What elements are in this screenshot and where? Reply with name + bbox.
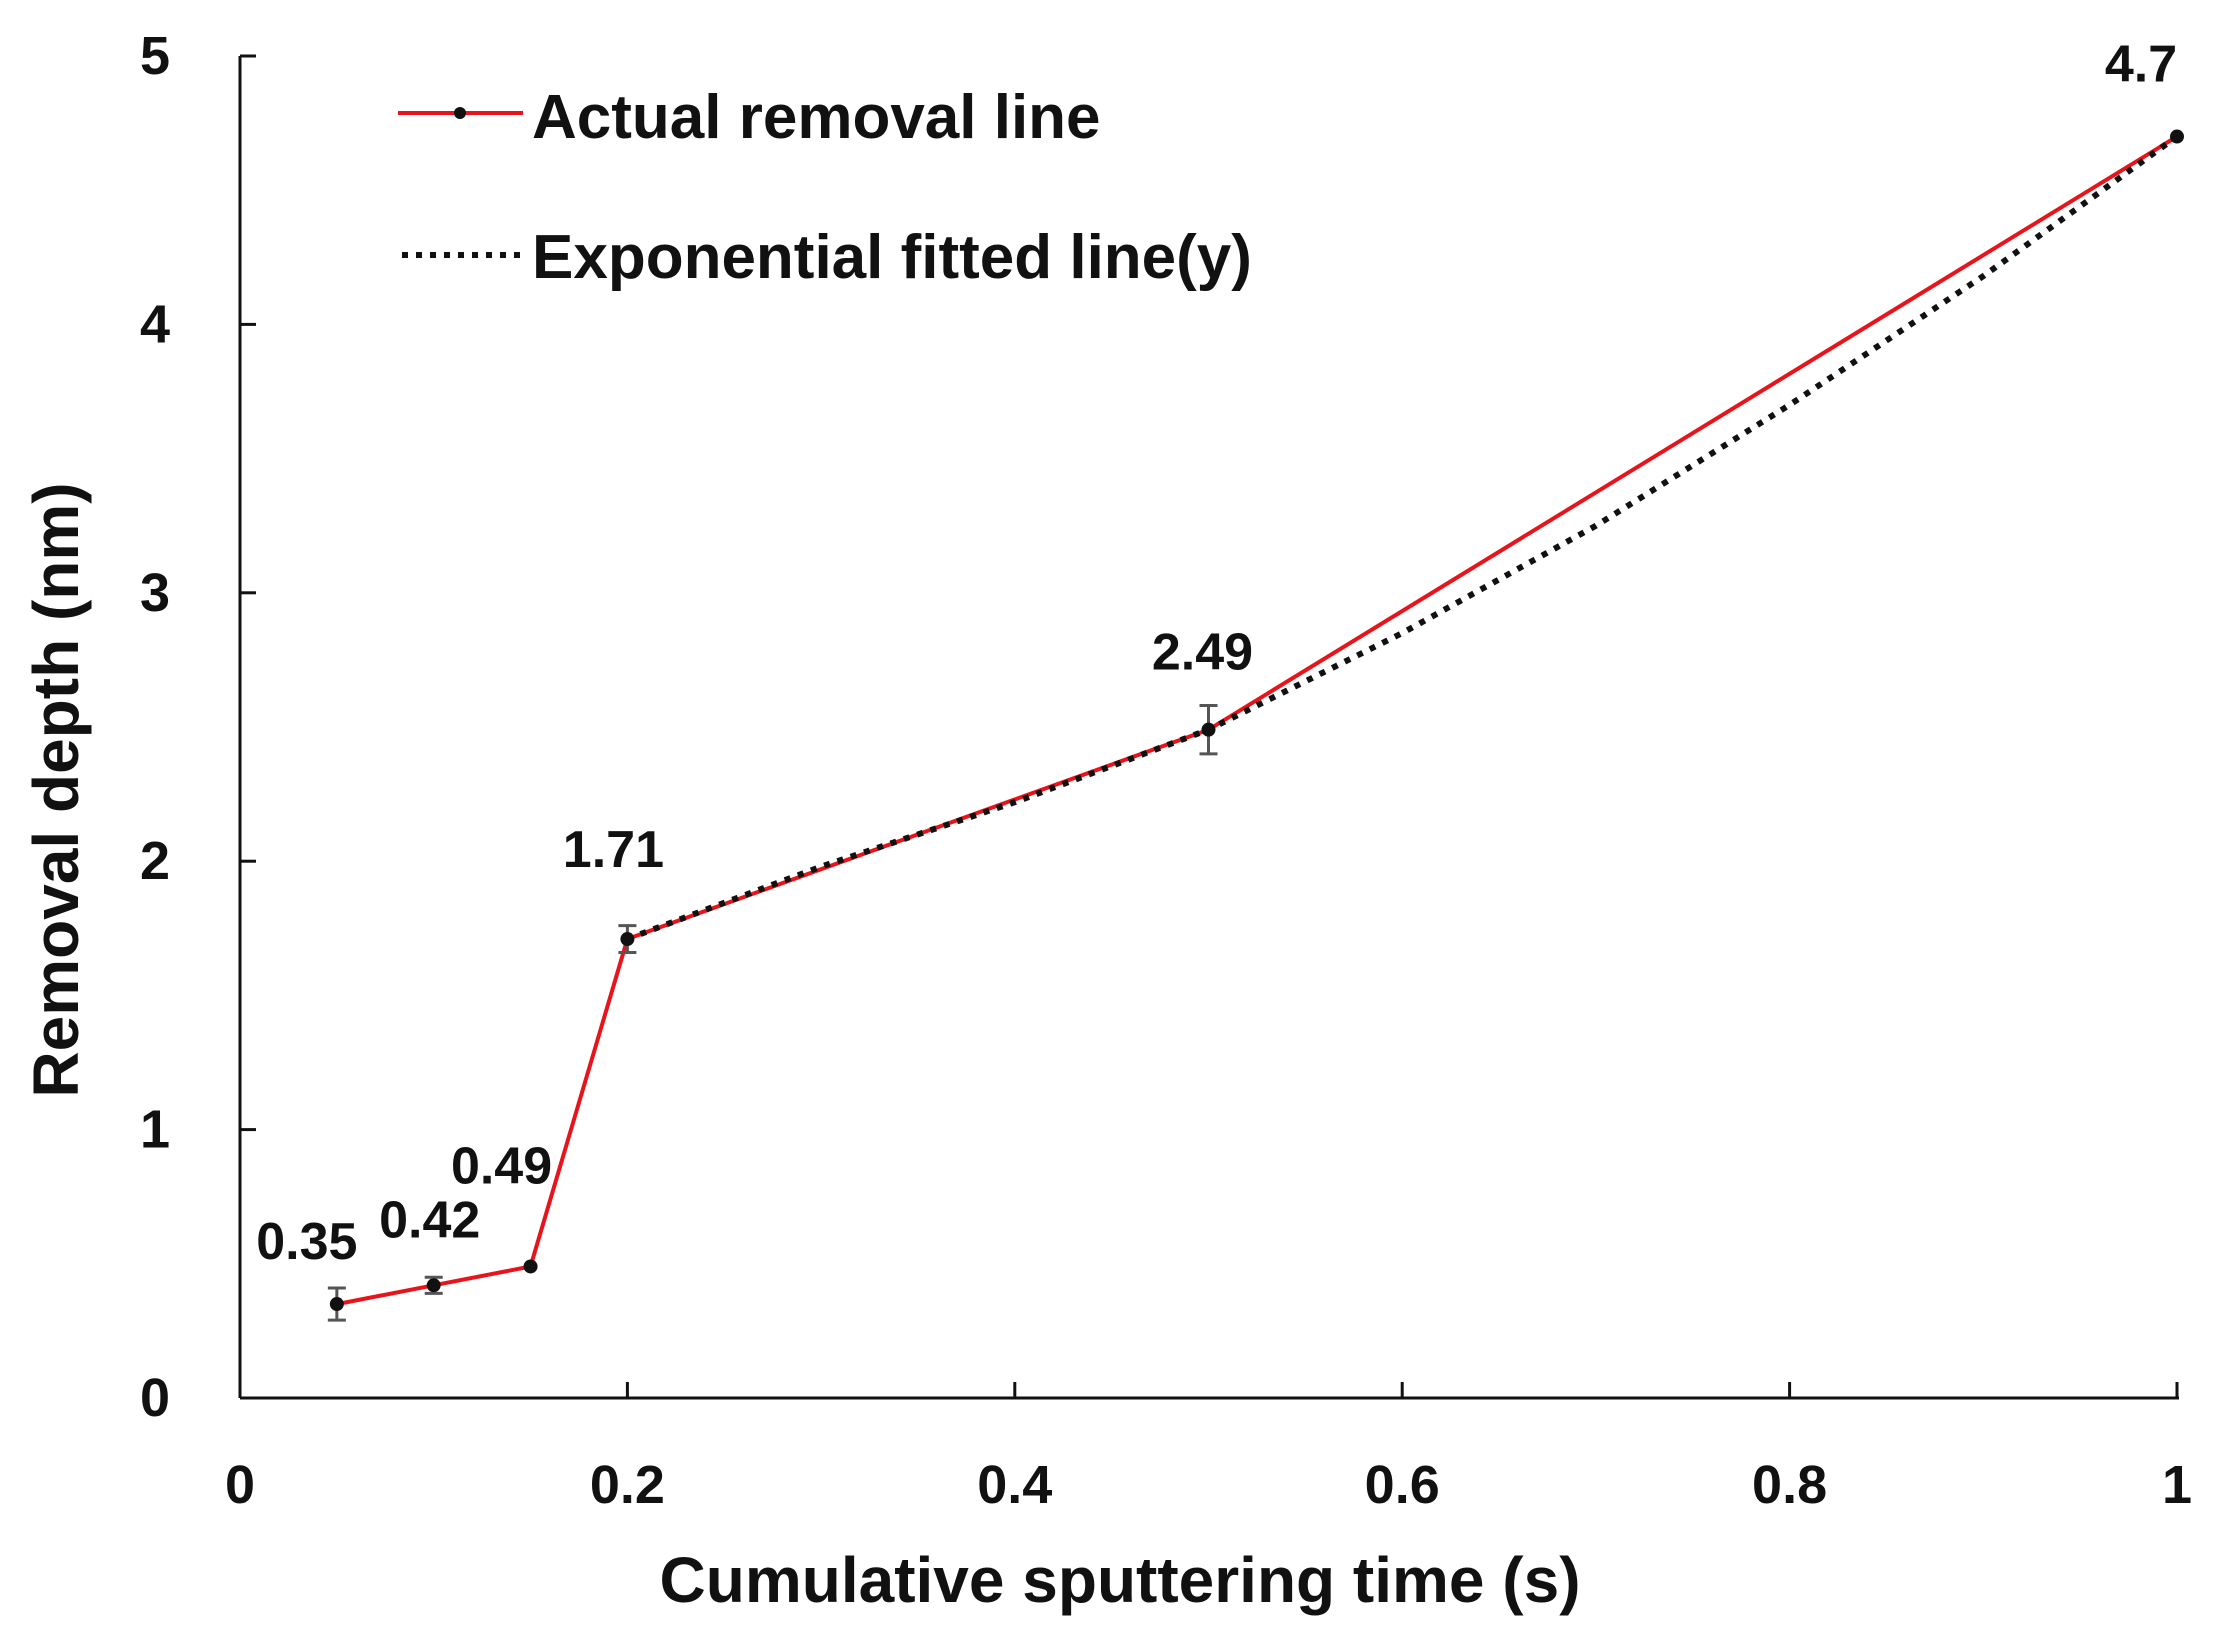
legend-label-actual: Actual removal line bbox=[532, 83, 1101, 152]
data-point bbox=[523, 1259, 538, 1274]
axis-ticks: 0 0.2 0.4 0.6 0.8 1 0 1 2 3 4 5 bbox=[140, 26, 2192, 1515]
series-line-0 bbox=[336, 134, 2179, 1307]
x-tick-label: 0 bbox=[225, 1455, 255, 1515]
data-label: 4.7 bbox=[2105, 36, 2177, 94]
data-labels: 0.35 0.420.49 1.71 2.49 4.7 bbox=[256, 36, 2177, 1272]
legend-label-fitted: Exponential fitted line(y) bbox=[532, 223, 1252, 292]
x-tick-label: 0.4 bbox=[977, 1455, 1052, 1515]
y-tick-label: 2 bbox=[140, 831, 170, 891]
y-axis-title: Removal depth (nm) bbox=[20, 482, 92, 1097]
legend: Actual removal line Exponential fitted li… bbox=[398, 83, 1252, 292]
y-tick-label: 0 bbox=[140, 1368, 170, 1428]
y-tick-label: 1 bbox=[140, 1100, 170, 1160]
x-tick-label: 0.6 bbox=[1365, 1455, 1440, 1515]
y-tick-label: 5 bbox=[140, 26, 170, 86]
data-point bbox=[426, 1278, 441, 1293]
x-tick-label: 0.8 bbox=[1752, 1455, 1827, 1515]
axis-titles: Cumulative sputtering time (s) Removal de… bbox=[20, 482, 1581, 1616]
data-label: 1.71 bbox=[563, 821, 664, 879]
axes bbox=[238, 56, 2179, 1400]
data-label: 0.35 bbox=[256, 1213, 357, 1271]
data-label: 0.42 bbox=[379, 1191, 480, 1249]
y-tick-label: 3 bbox=[140, 563, 170, 623]
data-point bbox=[329, 1297, 344, 1312]
legend-marker-actual bbox=[454, 107, 466, 119]
series-lines bbox=[336, 134, 2179, 1307]
x-tick-label: 1 bbox=[2162, 1455, 2192, 1515]
data-point bbox=[1201, 722, 1216, 737]
data-point bbox=[620, 932, 635, 947]
y-tick-label: 4 bbox=[140, 294, 170, 354]
x-tick-label: 0.2 bbox=[590, 1455, 665, 1515]
series-markers bbox=[327, 129, 2184, 1322]
x-axis-title: Cumulative sputtering time (s) bbox=[660, 1544, 1581, 1616]
data-point bbox=[2170, 129, 2184, 144]
data-label: 2.49 bbox=[1152, 624, 1253, 682]
data-label: 0.49 bbox=[451, 1137, 552, 1195]
